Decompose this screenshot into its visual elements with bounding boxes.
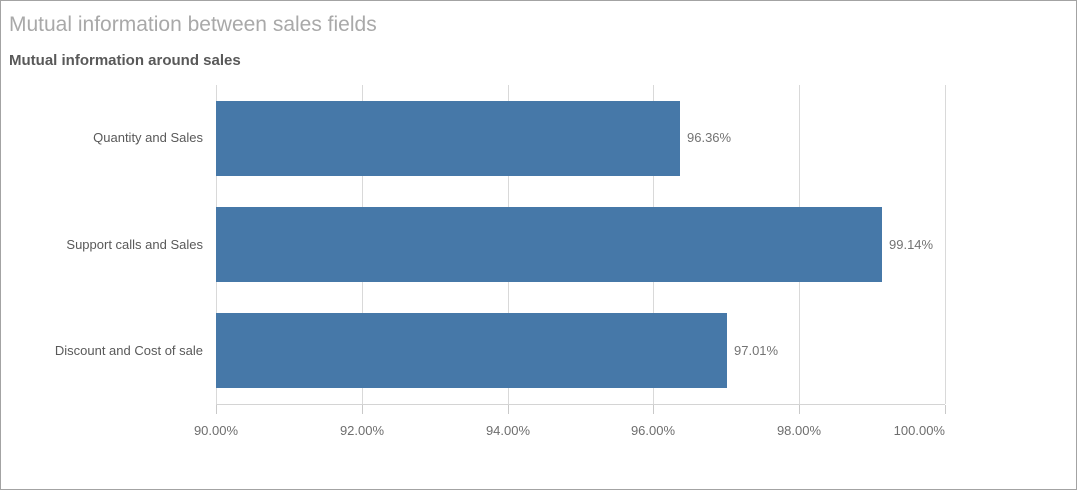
chart-subtitle: Mutual information around sales xyxy=(9,52,241,69)
x-axis-tick xyxy=(362,405,363,414)
category-label: Quantity and Sales xyxy=(93,130,203,145)
bar-value-label: 99.14% xyxy=(889,237,934,252)
category-label: Discount and Cost of sale xyxy=(54,343,203,358)
x-axis-tick-label: 94.00% xyxy=(485,423,531,438)
chart-title: Mutual information between sales fields xyxy=(9,13,377,36)
bar-value-label: 96.36% xyxy=(687,130,732,145)
bar[interactable] xyxy=(216,101,680,176)
bar[interactable] xyxy=(216,313,727,388)
x-axis-tick xyxy=(653,405,654,414)
x-axis-tick-label: 98.00% xyxy=(776,423,822,438)
x-axis-tick-label: 92.00% xyxy=(339,423,385,438)
category-label: Support calls and Sales xyxy=(66,237,203,252)
x-axis-tick xyxy=(945,405,946,414)
bar-value-label: 97.01% xyxy=(734,343,779,358)
x-axis-tick-label: 96.00% xyxy=(630,423,676,438)
gridline xyxy=(945,85,946,404)
plot-area: 96.36% 99.14% 97.01% xyxy=(216,85,946,405)
x-axis-tick xyxy=(799,405,800,414)
x-axis-tick-label: 90.00% xyxy=(193,423,239,438)
x-axis-tick-label: 100.00% xyxy=(893,423,945,438)
x-axis-tick xyxy=(508,405,509,414)
bar[interactable] xyxy=(216,207,882,282)
x-axis-tick xyxy=(216,405,217,414)
